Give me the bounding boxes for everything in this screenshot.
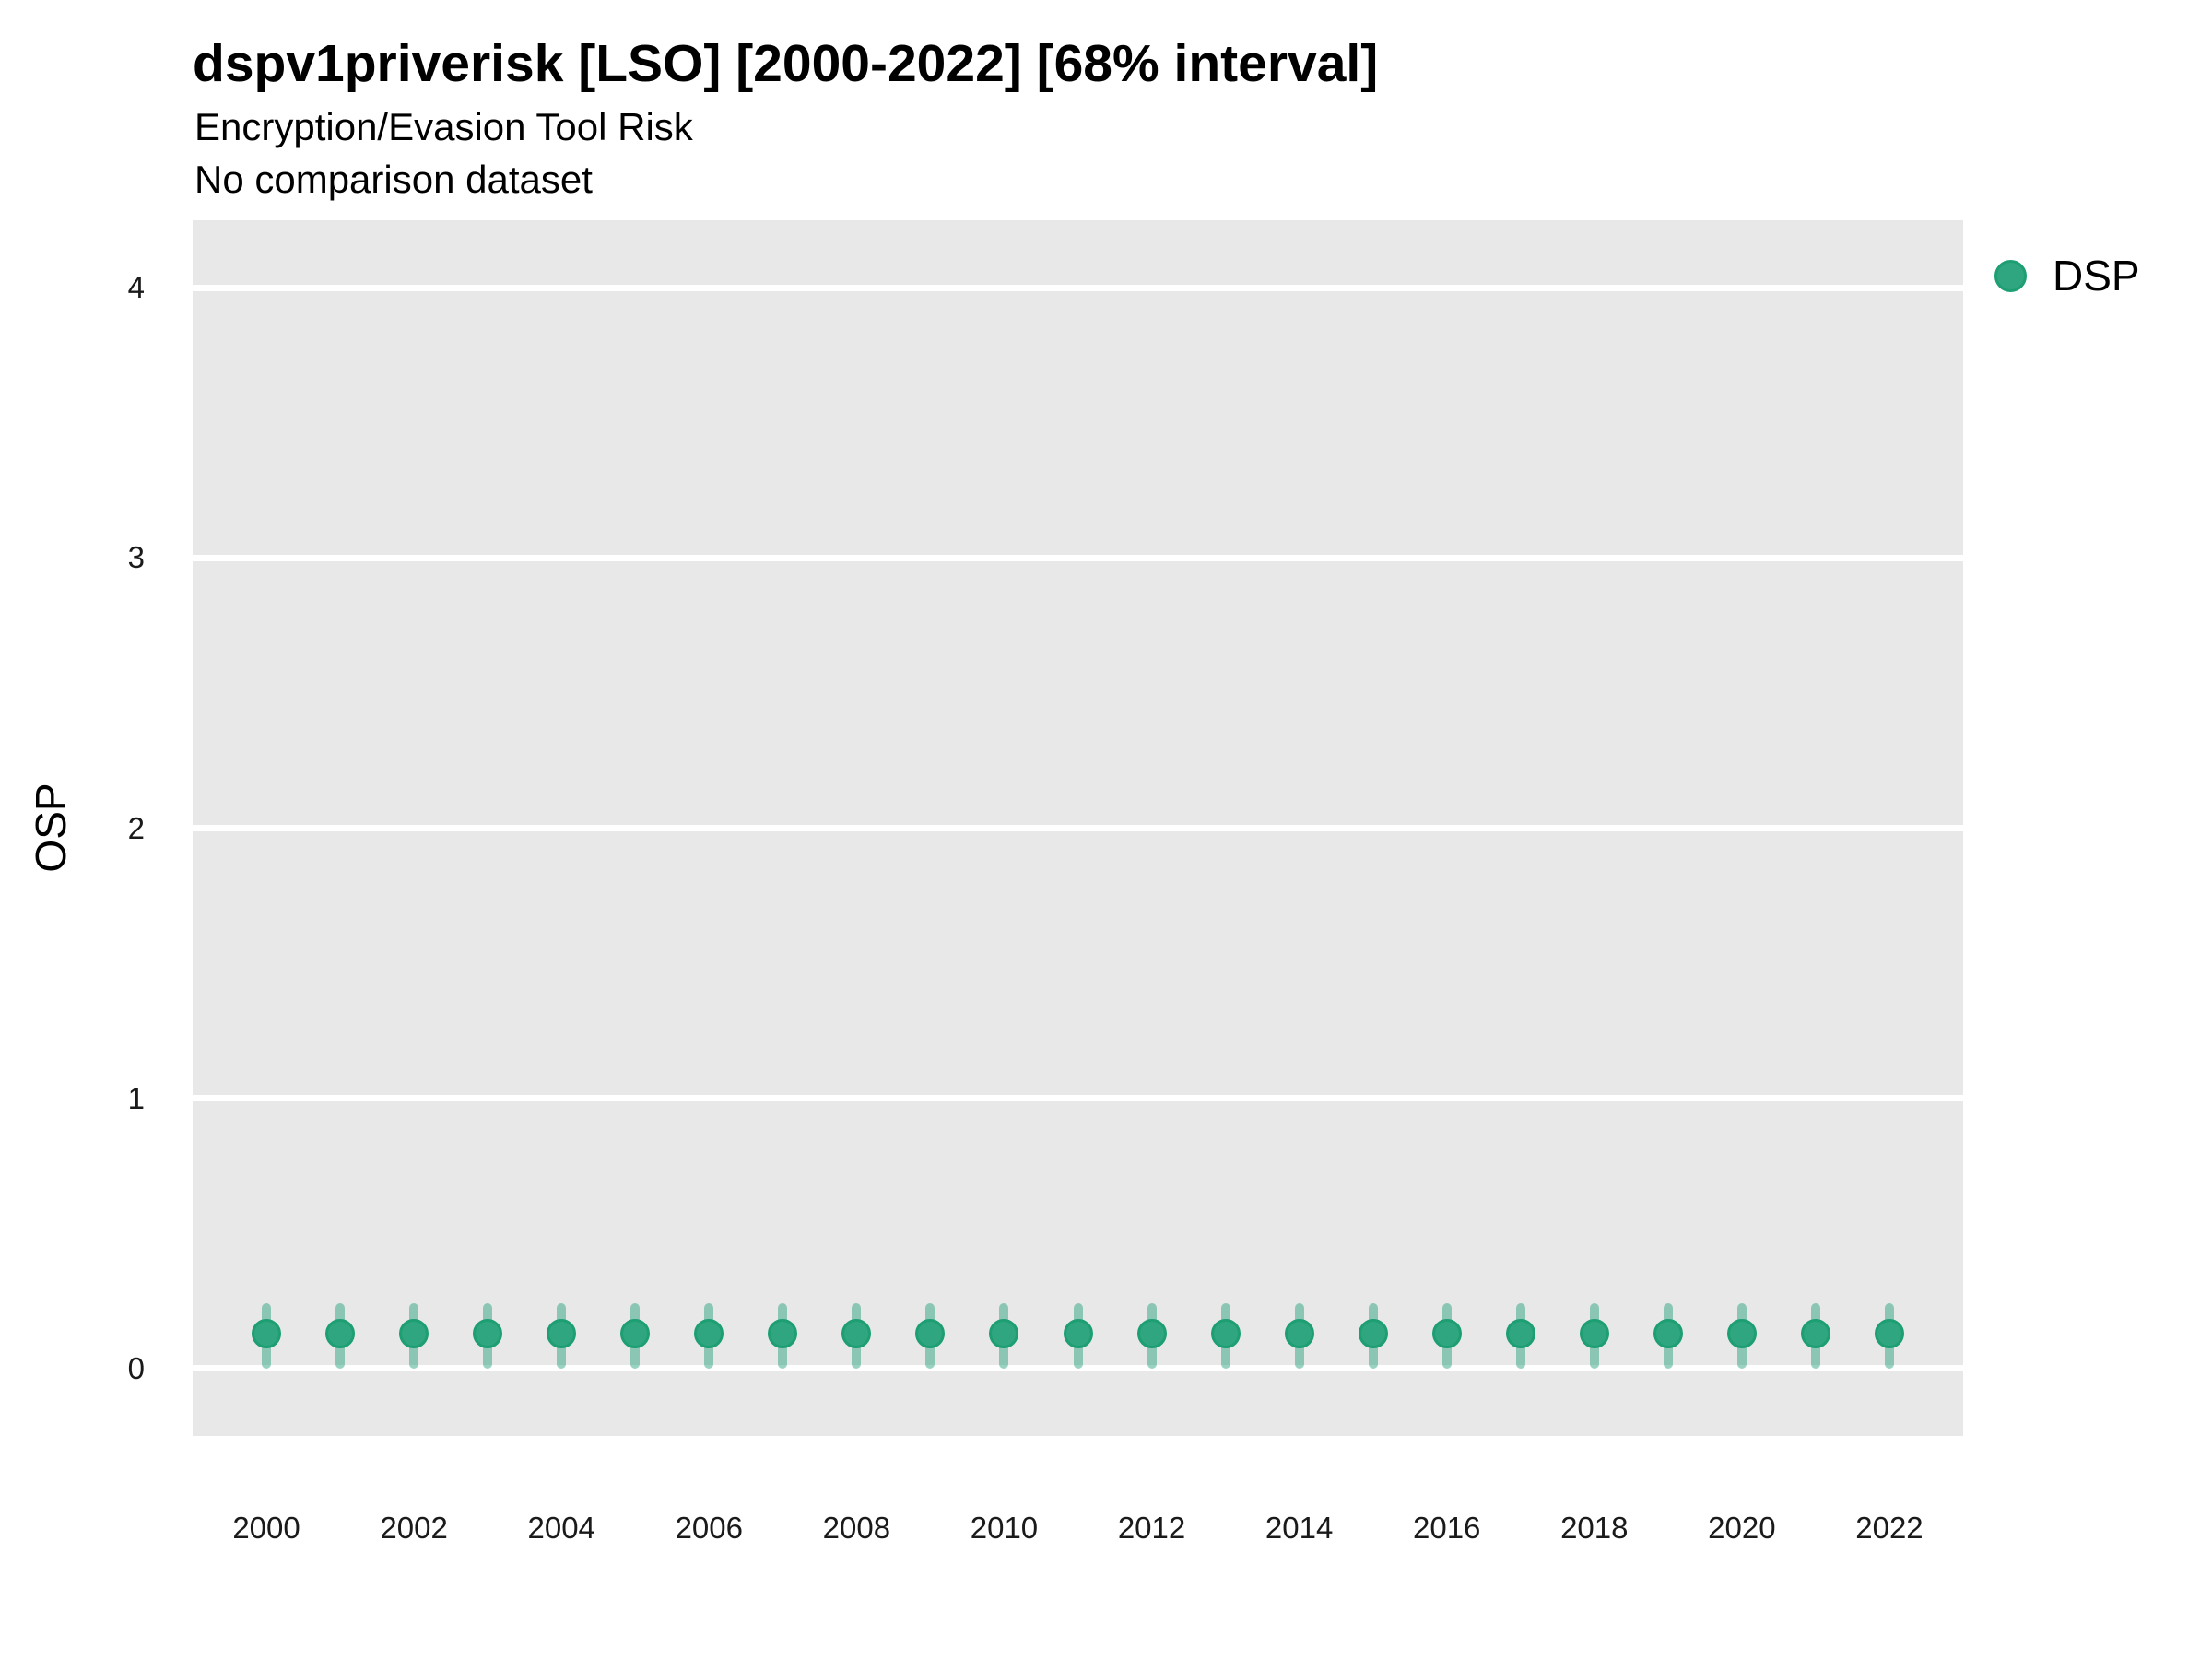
data-point-2005 [620,1318,651,1348]
plot-panel [193,220,1963,1436]
data-point-2006 [694,1318,724,1348]
data-point-2016 [1431,1318,1462,1348]
gridline-y-0 [193,1365,1963,1372]
x-tick-label-2012: 2012 [1117,1511,1186,1545]
data-point-2022 [1874,1318,1904,1348]
y-tick-label-0: 0 [127,1350,145,1385]
data-point-2007 [768,1318,798,1348]
legend: DSP [1994,252,2140,300]
data-point-2000 [252,1318,282,1348]
data-point-2008 [841,1318,872,1348]
data-point-2010 [989,1318,1019,1348]
data-point-2013 [1210,1318,1241,1348]
data-point-2015 [1358,1318,1388,1348]
data-point-2004 [547,1318,577,1348]
y-tick-label-1: 1 [127,1080,145,1115]
x-tick-label-2006: 2006 [675,1511,743,1545]
gridline-y-1 [193,1095,1963,1102]
x-tick-label-2004: 2004 [527,1511,595,1545]
data-point-2021 [1800,1318,1830,1348]
x-tick-label-2014: 2014 [1265,1511,1334,1545]
data-point-2011 [1063,1318,1093,1348]
x-tick-label-2002: 2002 [380,1511,448,1545]
data-point-2019 [1653,1318,1683,1348]
gridline-y-4 [193,284,1963,291]
x-tick-label-2020: 2020 [1708,1511,1776,1545]
x-tick-label-2018: 2018 [1560,1511,1629,1545]
gridline-y-3 [193,554,1963,561]
x-tick-label-2000: 2000 [232,1511,300,1545]
data-point-2018 [1579,1318,1609,1348]
legend-label: DSP [2053,252,2140,300]
x-tick-label-2010: 2010 [970,1511,1039,1545]
data-point-2014 [1284,1318,1314,1348]
x-tick-label-2016: 2016 [1412,1511,1481,1545]
data-point-2003 [473,1318,503,1348]
y-tick-label-3: 3 [127,540,145,575]
data-point-2020 [1726,1318,1757,1348]
data-point-2002 [399,1318,429,1348]
data-point-2017 [1505,1318,1535,1348]
chart-subtitle: Encryption/Evasion Tool Risk [194,105,693,148]
chart-title: dspv1priverisk [LSO] [2000-2022] [68% in… [193,34,1379,93]
y-tick-label-4: 4 [127,270,145,305]
x-tick-label-2022: 2022 [1855,1511,1924,1545]
chart-note: No comparison dataset [194,158,593,201]
data-point-2012 [1136,1318,1167,1348]
data-point-2001 [325,1318,356,1348]
y-tick-label-2: 2 [127,810,145,845]
x-tick-label-2008: 2008 [822,1511,891,1545]
data-point-2009 [915,1318,946,1348]
gridline-y-2 [193,825,1963,831]
legend-dot-icon [1994,259,2027,292]
